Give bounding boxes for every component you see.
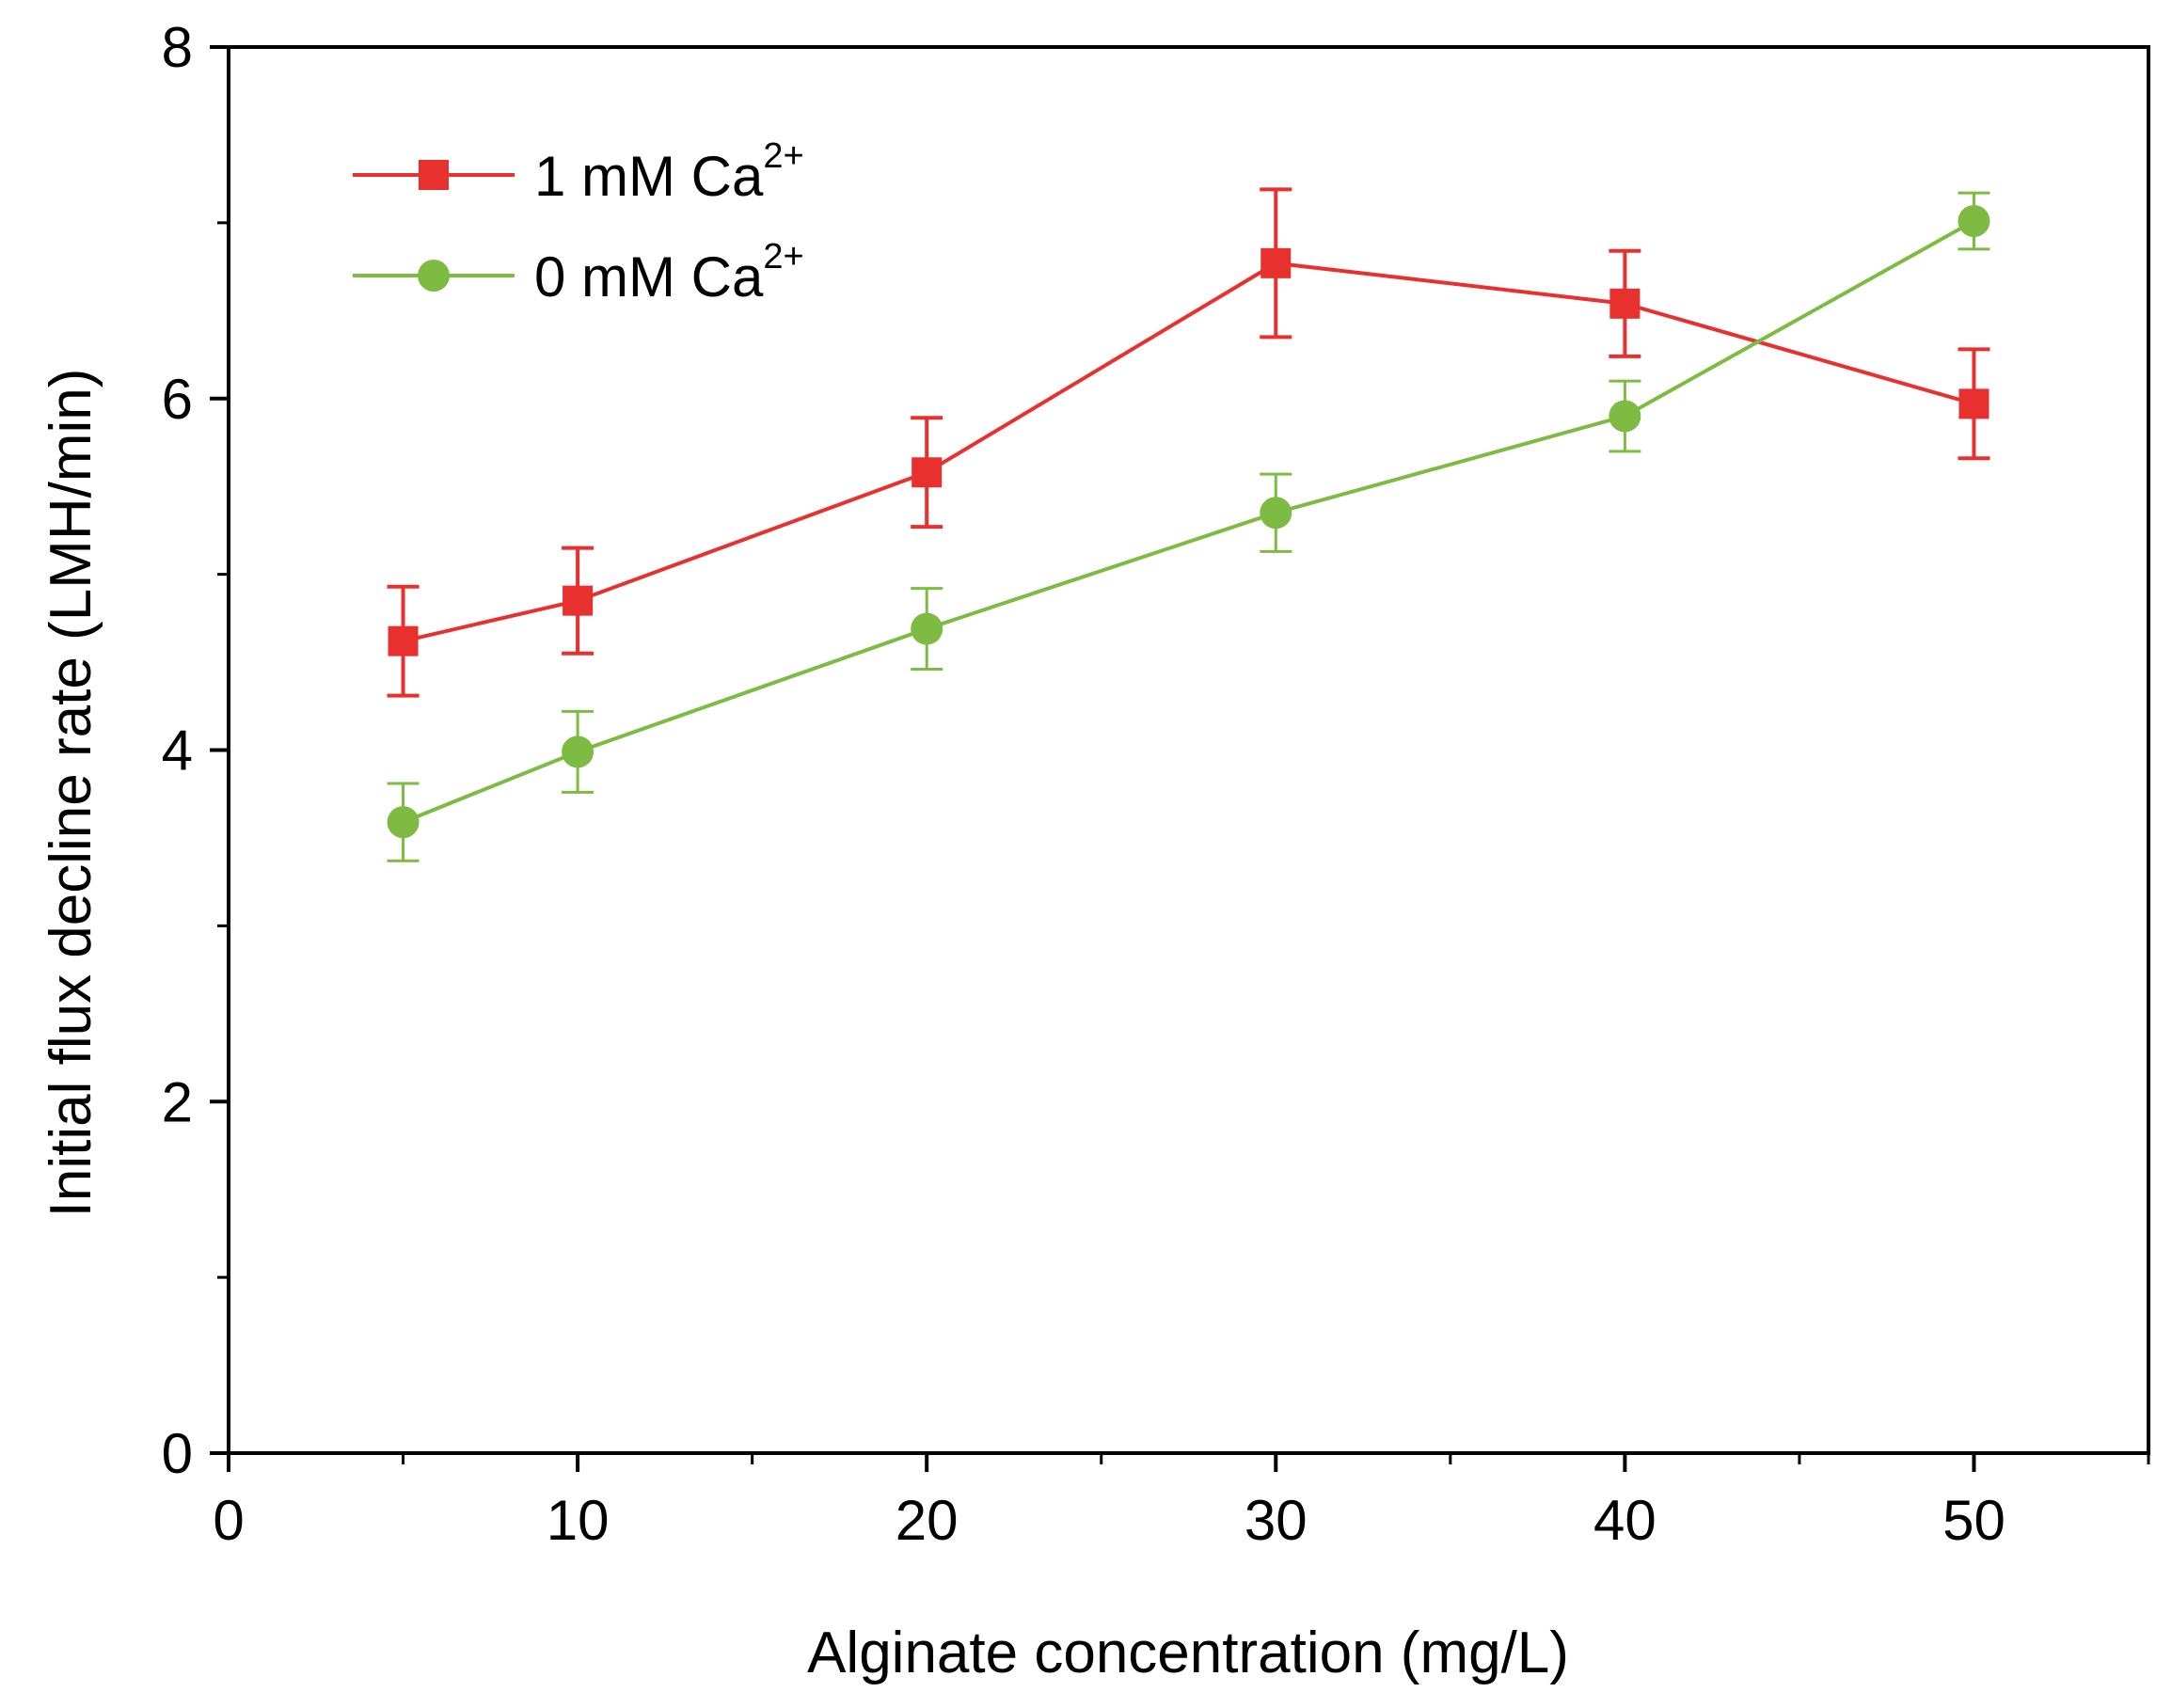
legend-label-text-0: 1 mM Ca	[534, 145, 764, 208]
y-tick-label-1: 2	[162, 1070, 193, 1133]
y-tick-label-2: 4	[162, 720, 193, 783]
legend-label-superscript-0: 2+	[763, 136, 803, 176]
series-1-line	[402, 219, 1975, 824]
legend-marker-1	[418, 260, 450, 292]
y-tick-label-4: 8	[162, 16, 193, 79]
x-tick-label-0: 0	[213, 1489, 244, 1552]
series-0-point-5	[1958, 388, 1990, 419]
series-1-point-4	[1609, 400, 1641, 433]
legend: 1 mM Ca2+0 mM Ca2+	[353, 136, 804, 308]
series-1-point-3	[1260, 497, 1292, 530]
legend-marker-0	[419, 160, 449, 190]
series-1	[387, 191, 1990, 862]
series-layer	[387, 187, 1990, 862]
series-0-line	[403, 261, 1975, 643]
series-0-point-3	[1260, 247, 1292, 278]
legend-label-0: 1 mM Ca2+	[534, 136, 804, 208]
x-tick-label-1: 10	[547, 1489, 610, 1552]
x-tick-label-3: 30	[1245, 1489, 1308, 1552]
plot-frame	[227, 45, 2150, 1455]
series-1-point-2	[911, 612, 943, 645]
plot-area	[227, 45, 2150, 1455]
legend-label-1: 0 mM Ca2+	[534, 237, 804, 308]
x-tick-label-5: 50	[1942, 1489, 2006, 1552]
x-tick-label-2: 20	[896, 1489, 959, 1552]
series-0	[387, 187, 1990, 698]
series-1-point-5	[1958, 205, 1990, 238]
axes: 0 10 20 30 40 50 0 2 4 6 8	[162, 16, 2150, 1552]
series-0-point-1	[563, 585, 594, 616]
y-tick-label-0: 0	[162, 1422, 193, 1485]
series-1-point-1	[562, 735, 595, 768]
series-0-point-2	[912, 457, 943, 488]
legend-label-text-1: 0 mM Ca	[534, 245, 764, 308]
series-0-point-4	[1609, 288, 1641, 319]
y-axis-title: Initial flux decline rate (LMH/min)	[39, 369, 103, 1218]
series-0-point-0	[388, 625, 419, 656]
legend-item-1: 0 mM Ca2+	[353, 237, 804, 308]
y-tick-label-3: 6	[162, 368, 193, 431]
legend-label-superscript-1: 2+	[763, 237, 803, 277]
legend-item-0: 1 mM Ca2+	[353, 136, 804, 208]
x-tick-label-4: 40	[1593, 1489, 1657, 1552]
x-axis-title: Alginate concentration (mg/L)	[807, 1621, 1569, 1685]
series-1-point-0	[387, 806, 420, 839]
